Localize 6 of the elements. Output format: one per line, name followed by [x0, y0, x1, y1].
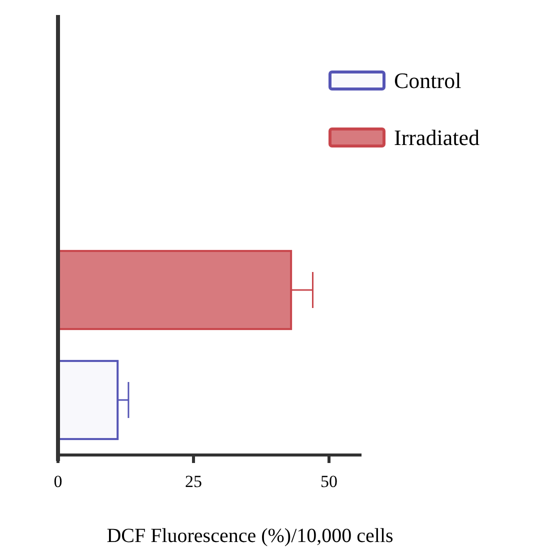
x-tick-label: 50 [320, 472, 338, 491]
x-axis-title: DCF Fluorescence (%)/10,000 cells [106, 525, 394, 547]
legend-label: Irradiated [394, 125, 480, 150]
x-tick-label: 0 [54, 472, 62, 491]
legend-label: Control [394, 68, 462, 93]
x-tick-label: 25 [185, 472, 202, 491]
